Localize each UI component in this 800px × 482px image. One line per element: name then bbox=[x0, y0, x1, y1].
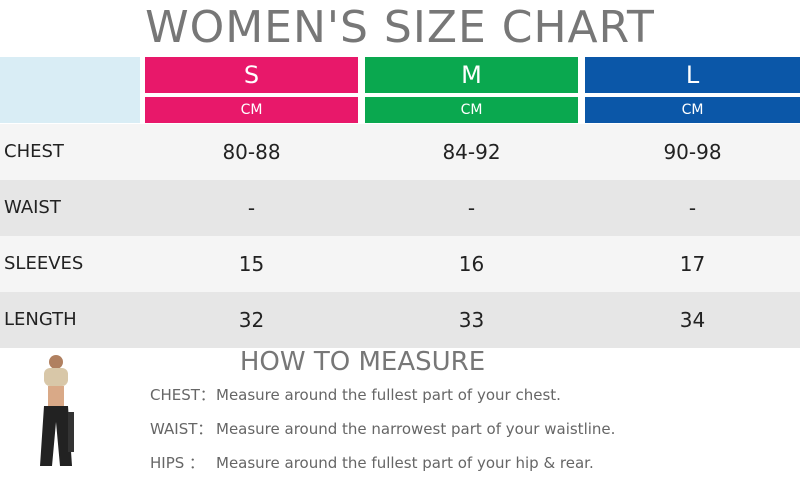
measure-text: Measure around the narrowest part of you… bbox=[216, 420, 616, 438]
row-label: CHEST bbox=[4, 141, 64, 162]
cell-value: 34 bbox=[679, 308, 706, 332]
row-label: LENGTH bbox=[4, 309, 77, 330]
cell-value: 90-98 bbox=[663, 140, 722, 164]
cell-value: 80-88 bbox=[222, 140, 281, 164]
title: WOMEN'S SIZE CHART bbox=[145, 2, 655, 53]
measure-title: HOW TO MEASURE bbox=[239, 347, 486, 377]
measure-text: Measure around the fullest part of your … bbox=[216, 386, 561, 404]
row-background bbox=[0, 124, 800, 180]
measure-label: WAIST： bbox=[150, 420, 213, 438]
cell-value: - bbox=[688, 196, 697, 220]
header-corner bbox=[0, 57, 140, 123]
row-background bbox=[0, 180, 800, 236]
measure-text: Measure around the fullest part of your … bbox=[216, 454, 594, 472]
cell-value: 15 bbox=[238, 252, 265, 276]
size-header: L bbox=[585, 57, 800, 93]
cell-value: - bbox=[247, 196, 256, 220]
unit-header: CM bbox=[585, 97, 800, 123]
size-header: M bbox=[365, 57, 578, 93]
unit-header: CM bbox=[145, 97, 358, 123]
size-header: S bbox=[145, 57, 358, 93]
cell-value: 32 bbox=[238, 308, 265, 332]
cell-value: 84-92 bbox=[442, 140, 501, 164]
row-label: SLEEVES bbox=[4, 253, 84, 274]
model-figure bbox=[40, 355, 74, 466]
cell-value: 17 bbox=[679, 252, 706, 276]
row-label: WAIST bbox=[4, 197, 61, 218]
measure-label: CHEST： bbox=[150, 386, 215, 404]
unit-header: CM bbox=[365, 97, 578, 123]
cell-value: 16 bbox=[458, 252, 485, 276]
row-background bbox=[0, 236, 800, 292]
measure-label: HIPS ： bbox=[150, 454, 205, 472]
cell-value: 33 bbox=[458, 308, 485, 332]
row-background bbox=[0, 292, 800, 348]
cell-value: - bbox=[467, 196, 476, 220]
